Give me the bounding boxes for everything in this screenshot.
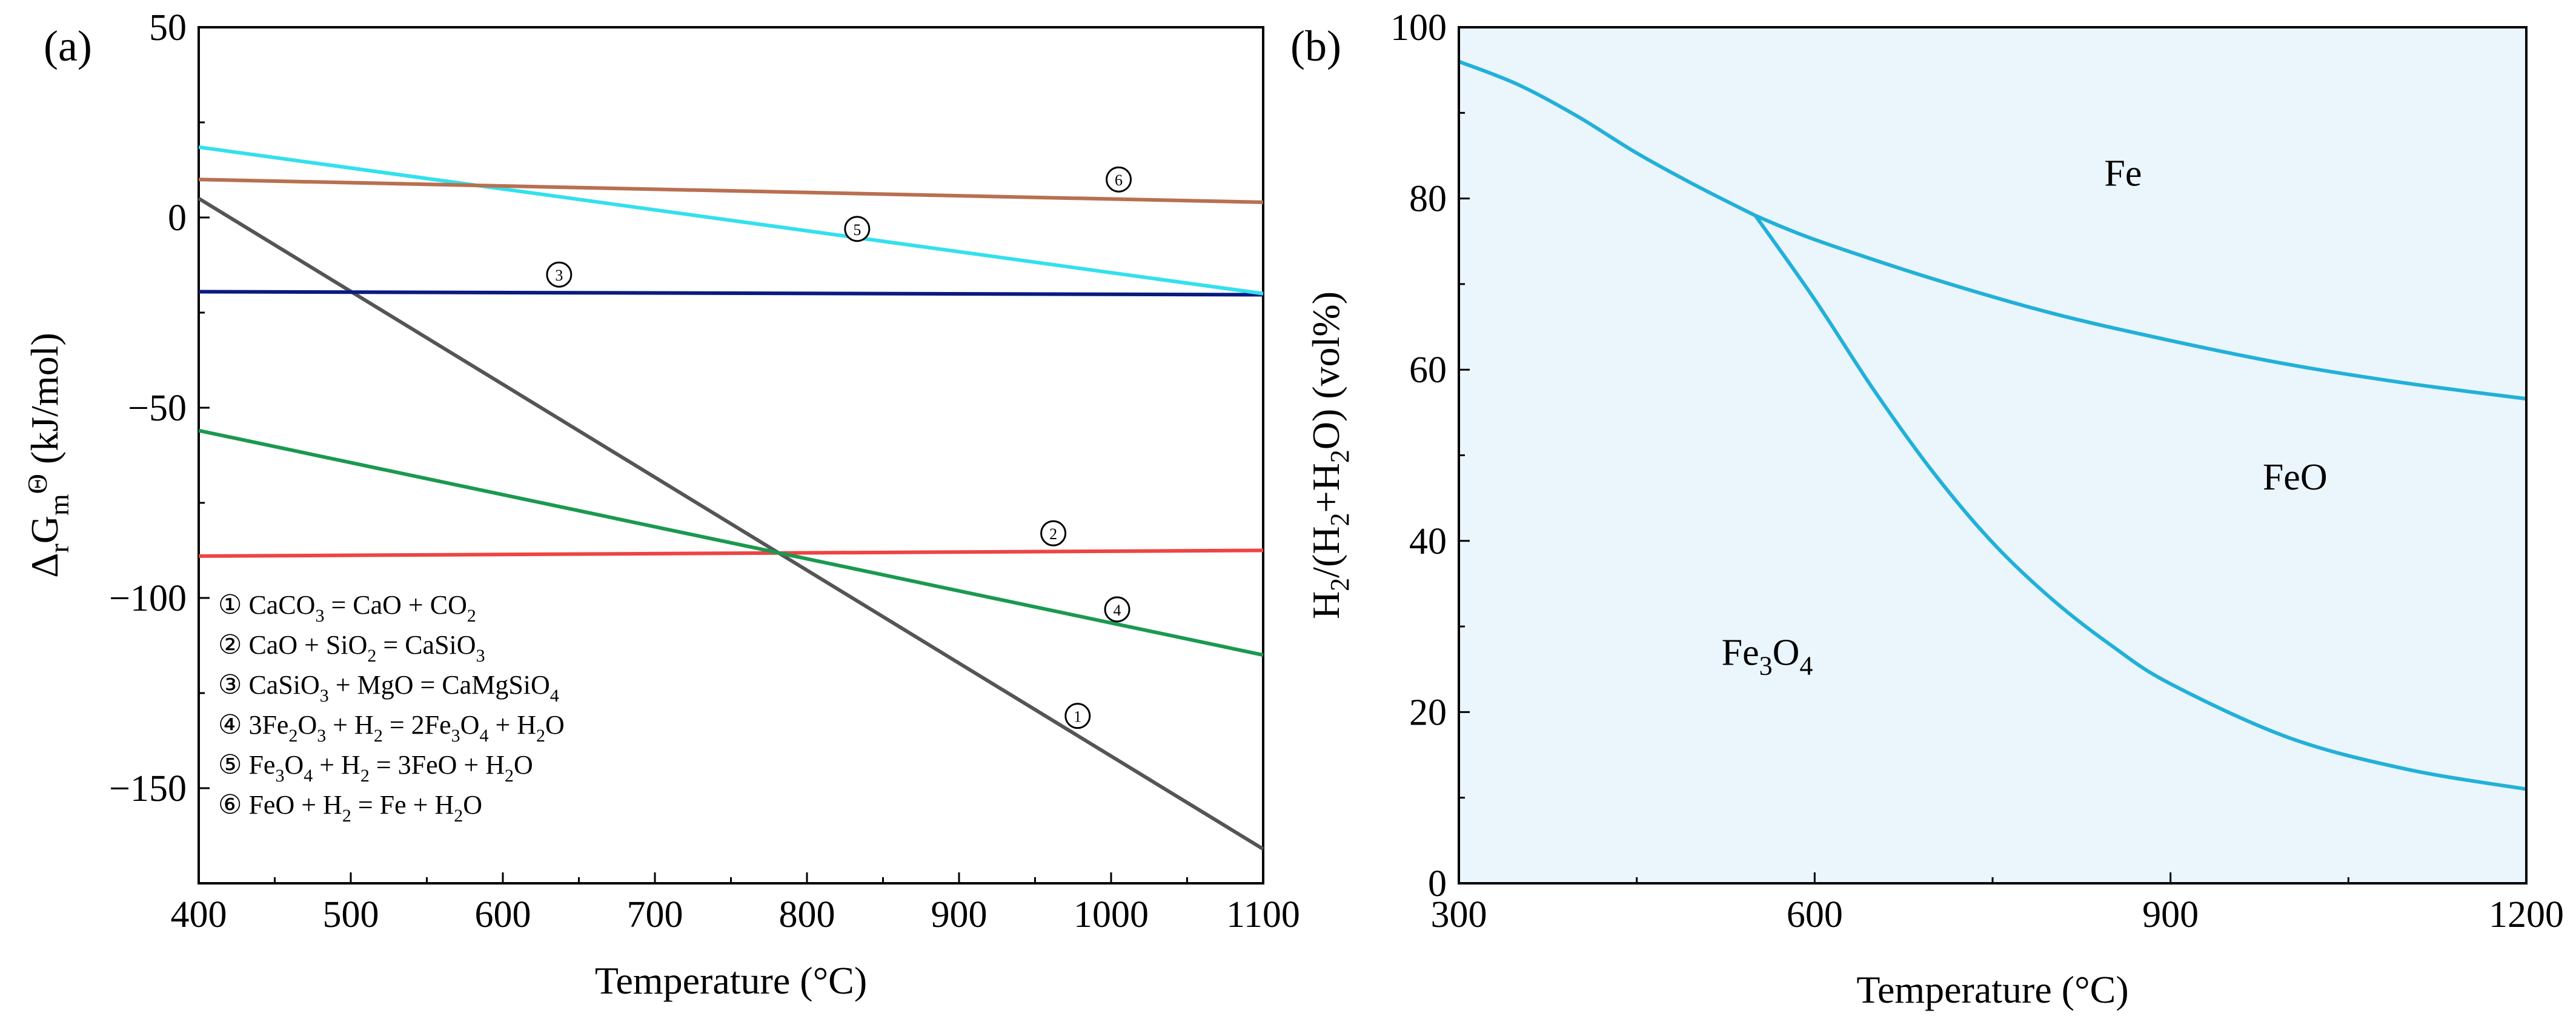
region-label-feo: FeO	[2263, 457, 2328, 498]
series-marker-circle-5	[844, 216, 871, 242]
panel-b-ticks: 300 600 900 1200 0 20 40 60 80 100	[1390, 7, 2564, 935]
x-tick-label: 600	[475, 894, 531, 935]
series-marker-label-3: 3	[555, 267, 563, 284]
legend-entry-5: ⑤ Fe3​O4​ + H2​ = 3FeO + H2​O	[218, 750, 533, 786]
x-tick-label: 1000	[1074, 894, 1149, 935]
series-line-3	[198, 290, 1264, 297]
series-line-2	[198, 548, 1264, 558]
panel-b-plot-background	[1459, 27, 2526, 883]
panel-b-y-axis-label: H2​/(H2​+H2​O) (vol%)	[1304, 291, 1355, 619]
legend-entry-3: ③ CaSiO3​ + MgO = CaMgSiO4​	[218, 670, 559, 706]
x-tick-label: 1100	[1226, 894, 1300, 935]
series-line-5	[198, 145, 1264, 296]
series-marker-circle-3	[546, 261, 573, 288]
region-label-fe: Fe	[2104, 153, 2142, 194]
panel-a-series-markers: 1 2 3 4 5 6	[546, 166, 1132, 729]
legend-entry-6: ⑥ FeO + H2​ = Fe + H2​O	[218, 790, 482, 826]
series-line-1	[198, 197, 1264, 851]
series-marker-label-2: 2	[1049, 525, 1057, 543]
panel-a-label: (a)	[44, 22, 92, 70]
y-tick-label: 100	[1390, 7, 1447, 48]
x-tick-label: 600	[1787, 894, 1843, 935]
panel-a-series	[198, 145, 1264, 851]
series-marker-circle-6	[1106, 166, 1132, 193]
series-marker-circle-1	[1064, 703, 1091, 729]
y-tick-label: 80	[1409, 179, 1447, 220]
panel-b-x-axis-label: Temperature (°C)	[1856, 968, 2128, 1011]
series-line-6	[198, 178, 1264, 204]
y-tick-label: −150	[109, 768, 187, 809]
legend-entry-1: ① CaCO3​ = CaO + CO2​	[218, 590, 476, 626]
y-tick-label: 0	[1428, 863, 1447, 904]
legend-entry-4: ④ 3Fe2​O3​ + H2​ = 2Fe3​O4​ + H2​O	[218, 710, 565, 746]
y-tick-label: 50	[149, 7, 187, 48]
y-tick-label: 0	[168, 197, 187, 239]
legend-entry-2: ② CaO + SiO2​ = CaSiO3​	[218, 630, 485, 666]
phase-boundary-3	[1753, 214, 2527, 791]
x-tick-label: 400	[171, 894, 227, 935]
series-marker-label-6: 6	[1115, 171, 1123, 189]
y-tick-label: 60	[1409, 350, 1447, 391]
series-marker-label-5: 5	[853, 221, 861, 239]
x-tick-label: 500	[323, 894, 379, 935]
y-tick-label: −50	[128, 388, 187, 429]
panel-b-phase-boundaries	[1458, 59, 2527, 791]
x-tick-label: 800	[779, 894, 835, 935]
phase-boundary-2	[1754, 214, 2527, 401]
series-marker-label-1: 1	[1074, 708, 1081, 726]
x-tick-label: 1200	[2489, 894, 2564, 935]
panel-b: (b) Temperature (°C) H2​/(H2​+H2​O) (vol…	[1290, 7, 2564, 1011]
panel-b-region-labels: Fe FeO Fe3​O4​	[1722, 153, 2328, 680]
x-tick-label: 900	[931, 894, 988, 935]
series-marker-circle-2	[1040, 520, 1067, 546]
series-marker-circle-4	[1104, 596, 1130, 623]
x-tick-label: 300	[1431, 894, 1487, 935]
phase-boundary-1	[1458, 59, 1756, 217]
x-tick-label: 900	[2142, 894, 2199, 935]
y-tick-label: −100	[109, 578, 187, 619]
panel-b-label: (b)	[1290, 22, 1341, 70]
panel-a-legend: ① CaCO3​ = CaO + CO2​ ② CaO + SiO2​ = CaS…	[218, 590, 565, 826]
y-tick-label: 20	[1409, 692, 1447, 733]
panel-a: (a) Temperature (°C) Δr​Gm​Θ​ (kJ/mol) 4…	[22, 7, 1300, 1002]
panel-a-y-axis-label: Δr​Gm​Θ​ (kJ/mol)	[22, 333, 75, 578]
series-line-4	[198, 428, 1264, 657]
x-tick-label: 700	[627, 894, 683, 935]
y-tick-label: 40	[1409, 521, 1447, 562]
region-label-fe3o4: Fe3​O4​	[1722, 632, 1813, 681]
series-marker-label-4: 4	[1114, 602, 1121, 619]
panel-a-x-axis-label: Temperature (°C)	[595, 959, 867, 1002]
